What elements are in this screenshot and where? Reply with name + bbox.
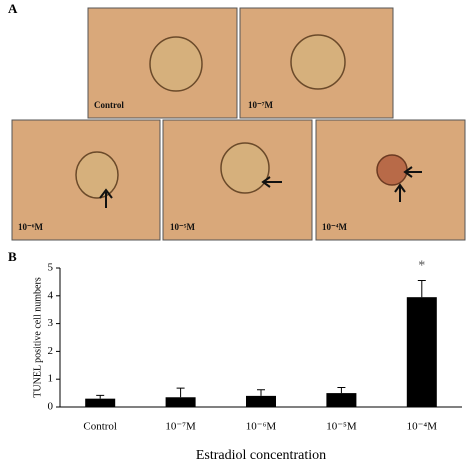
micrograph: Control <box>87 7 238 119</box>
micrograph: 10⁻⁵M <box>162 119 313 241</box>
image-label: 10⁻⁶M <box>18 222 43 232</box>
micrograph: 10⁻⁶M <box>11 119 161 241</box>
image-label: 10⁻⁵M <box>170 222 195 232</box>
bar <box>406 297 437 407</box>
x-tick-label: 10⁻⁵M <box>326 421 357 433</box>
annotation: * <box>418 259 425 274</box>
y-tick-label: 3 <box>48 317 54 329</box>
panel-label: B <box>8 249 17 264</box>
y-tick-label: 5 <box>48 262 54 274</box>
image-label: Control <box>94 100 124 110</box>
panel-label: A <box>8 1 18 16</box>
error-bar <box>337 387 346 394</box>
y-tick-label: 1 <box>48 373 54 385</box>
bar <box>165 397 196 407</box>
x-tick-label: 10⁻⁴M <box>407 421 438 433</box>
error-bar <box>417 280 426 298</box>
y-tick-label: 2 <box>48 345 54 357</box>
image-label: 10⁻⁴M <box>322 222 347 232</box>
error-bar <box>96 394 105 399</box>
x-axis-label: Estradiol concentration <box>196 448 326 463</box>
error-bar <box>257 389 265 396</box>
micrograph: 10⁻⁷M <box>239 7 394 119</box>
y-tick-label: 0 <box>48 401 54 413</box>
image-label: 10⁻⁷M <box>248 100 273 110</box>
bar <box>246 395 276 407</box>
x-tick-label: Control <box>83 421 117 433</box>
y-axis-label: TUNEL positive cell numbers <box>32 277 43 398</box>
bar <box>326 393 357 407</box>
micrograph: 10⁻⁴M <box>315 119 466 241</box>
x-tick-label: 10⁻⁷M <box>165 421 196 433</box>
y-tick-label: 4 <box>48 289 54 301</box>
x-tick-label: 10⁻⁶M <box>246 421 277 433</box>
bar-chart: 0 1 2 3 4 5 TUNEL positive cell numbers Estradi… <box>32 259 462 463</box>
error-bar <box>176 387 185 398</box>
bar <box>85 398 116 407</box>
